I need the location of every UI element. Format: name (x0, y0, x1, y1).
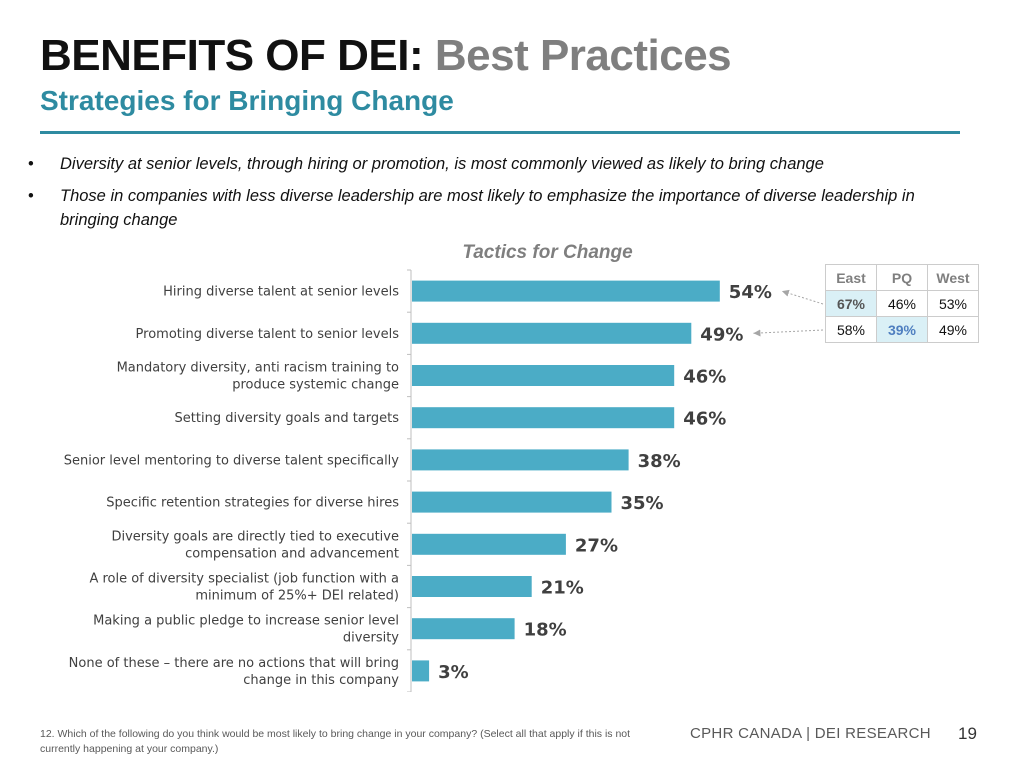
chart-category-label-line: Specific retention strategies for divers… (106, 496, 399, 511)
chart-category-label-line: minimum of 25%+ DEI related) (195, 589, 399, 604)
chart-value-label: 38% (638, 451, 681, 472)
title-divider (40, 131, 960, 134)
page-title-main: BENEFITS OF DEI: (40, 31, 424, 80)
bullet-text: Those in companies with less diverse lea… (60, 187, 915, 229)
chart-category-label: Mandatory diversity, anti racism trainin… (117, 361, 399, 393)
chart-category-label: Making a public pledge to increase senio… (93, 614, 399, 646)
chart-bar (412, 576, 532, 597)
chart-category-label: Setting diversity goals and targets (175, 411, 400, 426)
chart-value-label: 21% (541, 578, 584, 599)
region-cell-east: 58% (825, 316, 877, 343)
region-header-west: West (927, 264, 979, 291)
chart-category-label: Diversity goals are directly tied to exe… (111, 529, 399, 561)
chart-value-label: 18% (524, 620, 567, 641)
region-breakdown-table: East PQ West 67% 46% 53% 58% 39% 49% (825, 264, 979, 343)
chart-category-label: A role of diversity specialist (job func… (89, 572, 399, 604)
page-number: 19 (958, 724, 977, 743)
chart-category-label: Hiring diverse talent at senior levels (163, 285, 399, 300)
bullet-icon: • (28, 155, 34, 173)
chart-bar (412, 449, 629, 471)
page-title: BENEFITS OF DEI: Best Practices (40, 30, 732, 82)
region-cell-west: 49% (927, 316, 979, 343)
chart-category-label-line: Setting diversity goals and targets (175, 411, 400, 426)
chart-category-label-line: diversity (343, 631, 399, 646)
region-cell-east: 67% (825, 290, 877, 317)
tactics-bar-chart: Hiring diverse talent at senior levels Pr… (64, 269, 824, 692)
chart-value-label: 46% (683, 367, 726, 388)
chart-bar (412, 280, 720, 302)
chart-bar (412, 365, 675, 386)
key-findings-list: • Diversity at senior levels, through hi… (28, 152, 928, 240)
chart-value-label: 35% (621, 493, 664, 514)
chart-bar (412, 491, 612, 513)
chart-value-label: 27% (575, 535, 618, 556)
chart-category-label-line: Hiring diverse talent at senior levels (163, 285, 399, 300)
chart-bar (412, 618, 515, 640)
chart-category-label-line: Mandatory diversity, anti racism trainin… (117, 361, 399, 376)
chart-value-label: 49% (700, 324, 743, 345)
region-cell-pq: 39% (876, 316, 928, 343)
chart-value-label: 46% (683, 409, 726, 430)
region-table-header-row: East PQ West (825, 264, 979, 291)
chart-category-label-line: Diversity goals are directly tied to exe… (111, 529, 399, 544)
region-header-east: East (825, 264, 877, 291)
page-title-accent: Best Practices (434, 31, 732, 80)
region-connector-arrow (753, 329, 824, 337)
chart-category-label-line: compensation and advancement (185, 546, 399, 561)
chart-bar (412, 407, 675, 429)
region-cell-west: 53% (927, 290, 979, 317)
bullet-text: Diversity at senior levels, through hiri… (60, 155, 824, 173)
chart-bar (412, 322, 692, 344)
region-table-row: 67% 46% 53% (825, 290, 979, 317)
chart-bar (412, 533, 566, 555)
chart-bar (412, 660, 430, 682)
chart-category-label: Promoting diverse talent to senior level… (136, 327, 400, 342)
bullet-item: • Diversity at senior levels, through hi… (28, 152, 928, 176)
page-subtitle: Strategies for Bringing Change (40, 85, 454, 116)
region-header-pq: PQ (876, 264, 928, 291)
region-connector-arrow (781, 289, 824, 305)
chart-category-label: Senior level mentoring to diverse talent… (64, 453, 400, 468)
chart-category-label-line: change in this company (243, 673, 399, 688)
chart-category-label-line: A role of diversity specialist (job func… (89, 572, 399, 587)
chart-category-label-line: Promoting diverse talent to senior level… (136, 327, 400, 342)
chart-category-label-line: Senior level mentoring to diverse talent… (64, 453, 400, 468)
chart-value-label: 3% (438, 662, 469, 683)
bullet-item: • Those in companies with less diverse l… (28, 184, 928, 232)
chart-value-label: 54% (729, 282, 772, 303)
title-block: BENEFITS OF DEI: Best Practices Strategi… (40, 30, 732, 118)
chart-category-label: None of these – there are no actions tha… (69, 656, 400, 688)
region-table-row: 58% 39% 49% (825, 316, 979, 343)
bullet-icon: • (28, 187, 34, 205)
chart-title: Tactics for Change (462, 242, 633, 263)
chart-category-label-line: produce systemic change (232, 378, 399, 393)
chart-category-label-line: Making a public pledge to increase senio… (93, 614, 399, 629)
chart-category-label: Specific retention strategies for divers… (106, 496, 399, 511)
region-cell-pq: 46% (876, 290, 928, 317)
chart-category-label-line: None of these – there are no actions tha… (69, 656, 399, 671)
footer-brand: CPHR CANADA | DEI RESEARCH (690, 725, 931, 742)
survey-question-footnote: 12. Which of the following do you think … (40, 728, 631, 755)
